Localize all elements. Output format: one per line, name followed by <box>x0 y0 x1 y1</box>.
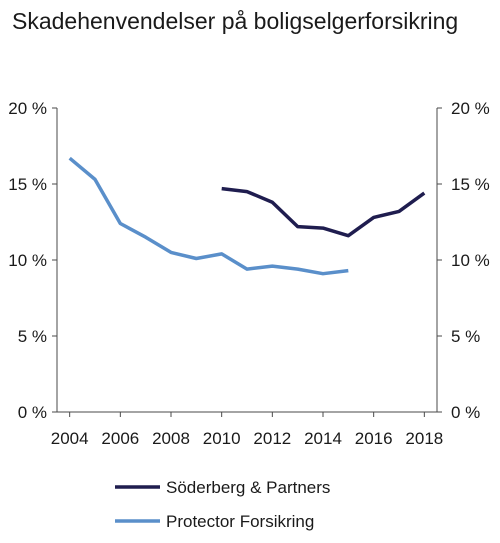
y-tick-label-right: 0 % <box>451 403 480 422</box>
x-tick-label: 2016 <box>355 429 393 448</box>
y-tick-label-right: 20 % <box>451 99 490 118</box>
x-tick-label: 2006 <box>101 429 139 448</box>
legend-label-1: Protector Forsikring <box>166 512 314 531</box>
x-tick-label: 2014 <box>304 429 342 448</box>
x-tick-label: 2012 <box>253 429 291 448</box>
x-tick-label: 2018 <box>405 429 443 448</box>
y-tick-label-left: 5 % <box>18 327 47 346</box>
x-tick-label: 2008 <box>152 429 190 448</box>
y-tick-label-left: 10 % <box>8 251 47 270</box>
y-tick-label-right: 15 % <box>451 175 490 194</box>
y-tick-label-right: 5 % <box>451 327 480 346</box>
y-tick-label-left: 15 % <box>8 175 47 194</box>
y-tick-label-right: 10 % <box>451 251 490 270</box>
x-tick-label: 2004 <box>51 429 89 448</box>
series-line-1 <box>70 158 349 274</box>
x-tick-label: 2010 <box>203 429 241 448</box>
y-tick-label-left: 20 % <box>8 99 47 118</box>
y-tick-label-left: 0 % <box>18 403 47 422</box>
series-line-0 <box>222 189 425 236</box>
legend-label-0: Söderberg & Partners <box>166 478 330 497</box>
